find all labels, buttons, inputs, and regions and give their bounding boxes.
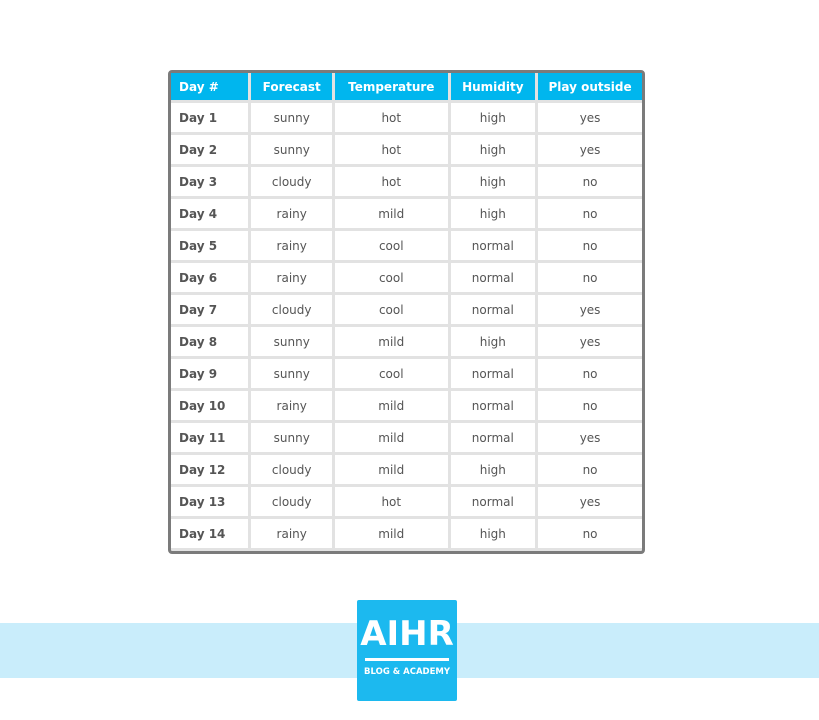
table-row: Day 13 cloudy hot normal yes [171, 487, 642, 516]
table-cell: high [450, 199, 536, 228]
table-cell: normal [450, 263, 536, 292]
table-cell: yes [538, 295, 642, 324]
table-cell: no [538, 231, 642, 260]
table-cell: no [538, 359, 642, 388]
table-cell: high [450, 103, 536, 132]
weather-table: Day # Forecast Temperature Humidity Play out… [168, 70, 645, 554]
table-cell: cloudy [251, 455, 333, 484]
table-cell: cool [335, 295, 448, 324]
table-cell: sunny [251, 359, 333, 388]
table-row: Day 11 sunny mild normal yes [171, 423, 642, 452]
table-cell: no [538, 455, 642, 484]
table-cell: cool [335, 359, 448, 388]
table-cell: rainy [251, 519, 333, 548]
table-cell: normal [450, 487, 536, 516]
table-row: Day 1 sunny hot high yes [171, 103, 642, 132]
logo-divider [365, 658, 449, 661]
table-cell: no [538, 167, 642, 196]
table-cell: mild [335, 199, 448, 228]
table-cell: yes [538, 135, 642, 164]
table-cell: cloudy [251, 167, 333, 196]
table-row: Day 7 cloudy cool normal yes [171, 295, 642, 324]
column-header: Temperature [335, 73, 448, 100]
table-cell: sunny [251, 135, 333, 164]
table-cell: Day 8 [171, 327, 249, 356]
table-cell: sunny [251, 423, 333, 452]
table-cell: no [538, 199, 642, 228]
table-cell: mild [335, 519, 448, 548]
table-cell: high [450, 327, 536, 356]
table-cell: rainy [251, 263, 333, 292]
table-cell: cloudy [251, 295, 333, 324]
table-row: Day 2 sunny hot high yes [171, 135, 642, 164]
table-cell: Day 9 [171, 359, 249, 388]
aihr-logo: AIHR BLOG & ACADEMY [357, 600, 457, 701]
table-cell: rainy [251, 231, 333, 260]
table-cell: no [538, 263, 642, 292]
table-cell: Day 2 [171, 135, 249, 164]
table-cell: high [450, 135, 536, 164]
table-cell: normal [450, 423, 536, 452]
table-cell: Day 7 [171, 295, 249, 324]
table-cell: sunny [251, 327, 333, 356]
table-cell: normal [450, 391, 536, 420]
table-cell: mild [335, 423, 448, 452]
column-header: Play outside [538, 73, 642, 100]
table-cell: mild [335, 455, 448, 484]
table-cell: normal [450, 231, 536, 260]
table-cell: Day 3 [171, 167, 249, 196]
table-cell: Day 5 [171, 231, 249, 260]
table-cell: no [538, 391, 642, 420]
table-cell: high [450, 455, 536, 484]
table-cell: Day 11 [171, 423, 249, 452]
column-header: Day # [171, 73, 249, 100]
table-cell: Day 4 [171, 199, 249, 228]
table-cell: mild [335, 391, 448, 420]
table-cell: yes [538, 103, 642, 132]
logo-subtitle: BLOG & ACADEMY [364, 667, 450, 677]
table-cell: yes [538, 423, 642, 452]
table-cell: yes [538, 327, 642, 356]
table-cell: rainy [251, 199, 333, 228]
table-cell: normal [450, 359, 536, 388]
table-cell: Day 6 [171, 263, 249, 292]
table-cell: cool [335, 231, 448, 260]
logo-title: AIHR [360, 614, 454, 654]
table-row: Day 3 cloudy hot high no [171, 167, 642, 196]
table-row: Day 10 rainy mild normal no [171, 391, 642, 420]
table-cell: high [450, 167, 536, 196]
table-cell: yes [538, 487, 642, 516]
table-header-row: Day # Forecast Temperature Humidity Play out… [171, 73, 642, 100]
table-row: Day 5 rainy cool normal no [171, 231, 642, 260]
table-row: Day 9 sunny cool normal no [171, 359, 642, 388]
table-row: Day 8 sunny mild high yes [171, 327, 642, 356]
table-cell: hot [335, 103, 448, 132]
table-cell: normal [450, 295, 536, 324]
table-cell: rainy [251, 391, 333, 420]
table-cell: mild [335, 327, 448, 356]
table-cell: Day 14 [171, 519, 249, 548]
table-cell: cloudy [251, 487, 333, 516]
table-cell: high [450, 519, 536, 548]
table-row: Day 6 rainy cool normal no [171, 263, 642, 292]
table-row: Day 12 cloudy mild high no [171, 455, 642, 484]
table-cell: hot [335, 487, 448, 516]
table-row: Day 4 rainy mild high no [171, 199, 642, 228]
column-header: Forecast [251, 73, 333, 100]
column-header: Humidity [450, 73, 536, 100]
table-cell: hot [335, 167, 448, 196]
table-cell: hot [335, 135, 448, 164]
table-cell: sunny [251, 103, 333, 132]
table-row: Day 14 rainy mild high no [171, 519, 642, 548]
table-cell: Day 10 [171, 391, 249, 420]
table-cell: Day 13 [171, 487, 249, 516]
table-cell: Day 12 [171, 455, 249, 484]
table-cell: Day 1 [171, 103, 249, 132]
table-cell: no [538, 519, 642, 548]
table-cell: cool [335, 263, 448, 292]
